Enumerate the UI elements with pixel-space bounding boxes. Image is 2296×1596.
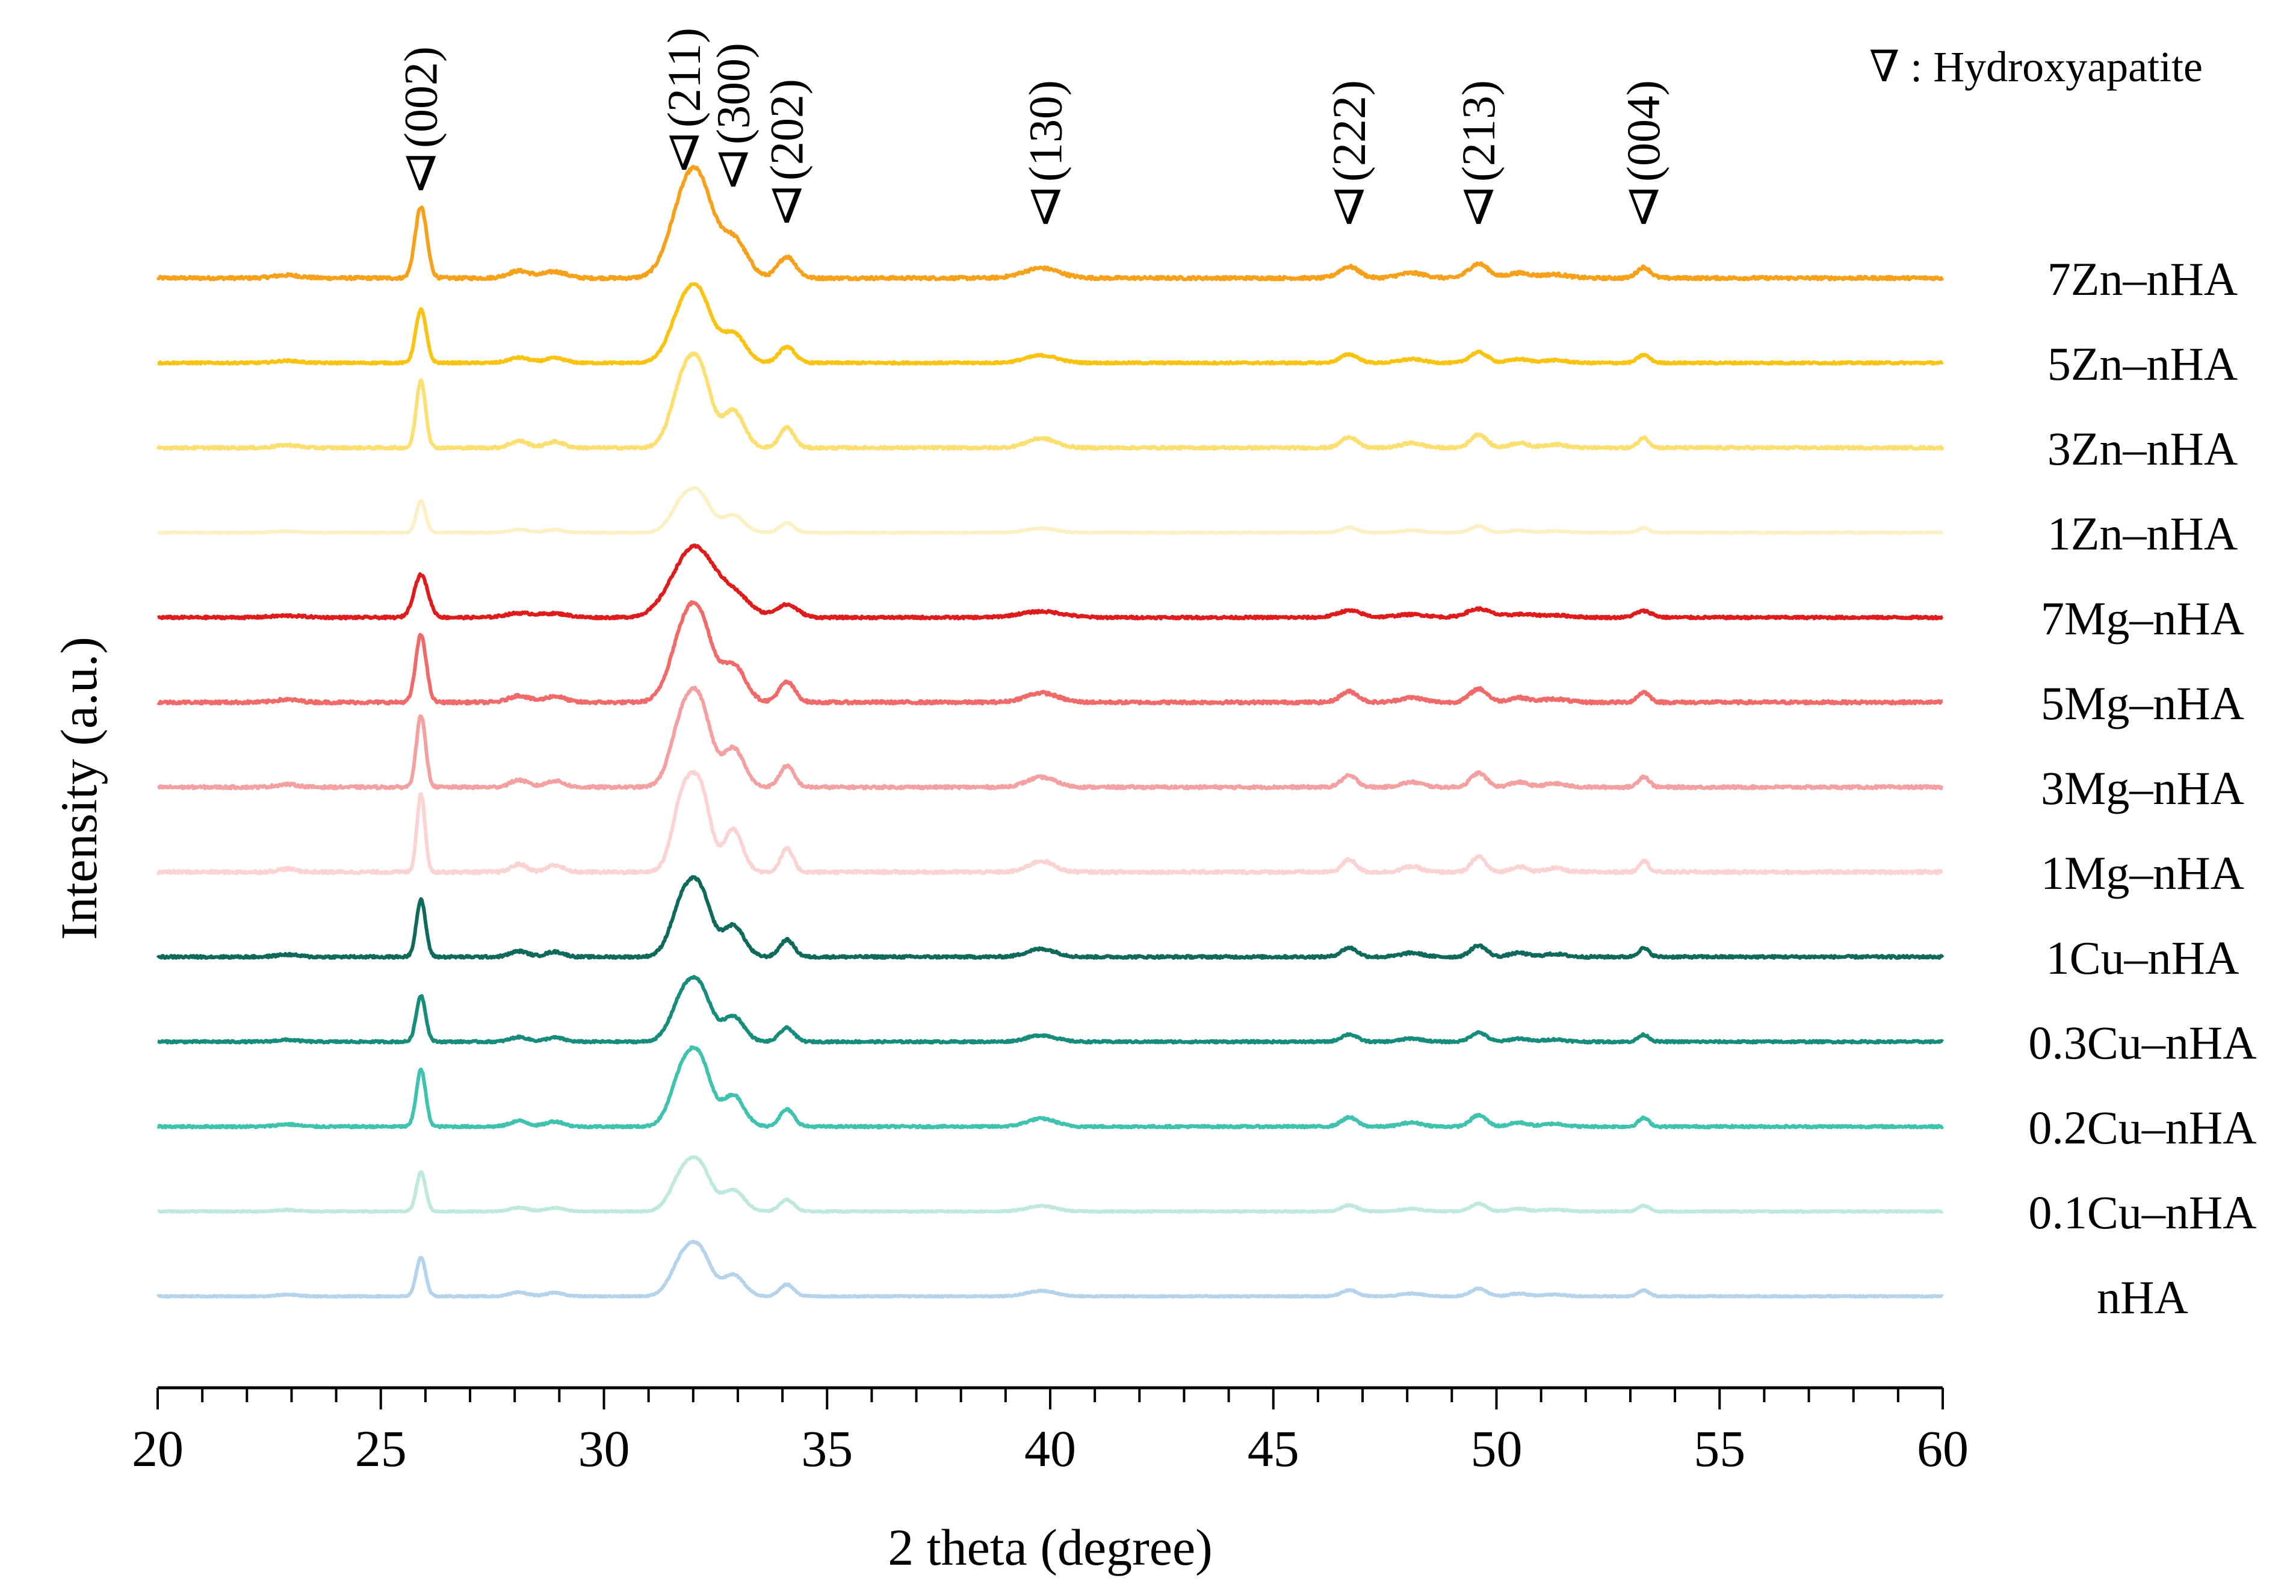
y-axis-title: Intensity (a.u.) [50, 637, 108, 940]
series-line [156, 975, 1945, 1045]
series-line [156, 543, 1944, 620]
series-label: 0.1Cu–nHA [2028, 1186, 2256, 1239]
peak-markers: ∇(002)∇(211)∇(300)∇(202)∇(130)∇(222)∇(21… [395, 28, 1670, 234]
series-label: 3Zn–nHA [2047, 422, 2238, 475]
peak-hkl-label: (004) [1617, 80, 1669, 182]
x-tick-label: 20 [132, 1420, 184, 1477]
series-label: 0.2Cu–nHA [2028, 1101, 2256, 1154]
x-axis: 20 25 30 35 40 45 50 55 60 2 theta (degree) [132, 1386, 1969, 1576]
x-tick-label: 60 [1917, 1420, 1969, 1477]
series-label: 1Mg–nHA [2041, 847, 2244, 899]
series-label: 7Mg–nHA [2041, 592, 2244, 645]
peak-hkl-label: (300) [707, 43, 760, 144]
legend-note: ∇ : Hydroxyapatite [1869, 43, 2203, 91]
x-tick-label: 25 [355, 1420, 407, 1477]
x-axis-title: 2 theta (degree) [888, 1518, 1213, 1576]
series-line [156, 1045, 1945, 1130]
series-labels: 7Zn–nHA 5Zn–nHA 3Zn–nHA 1Zn–nHA 7Mg–nHA 5Mg–n… [2028, 253, 2256, 1323]
peak-hkl-label: (213) [1452, 80, 1505, 182]
peak-hkl-label: (202) [761, 79, 813, 181]
peak-marker: ∇ [1029, 182, 1062, 234]
peak-marker: ∇ [404, 148, 437, 200]
peak-marker: ∇ [668, 128, 701, 180]
series-line [156, 351, 1945, 451]
series-label: nHA [2097, 1271, 2188, 1323]
series-line [156, 164, 1945, 282]
peak-hkl-label: (002) [395, 46, 447, 148]
series-label: 0.3Cu–nHA [2028, 1016, 2256, 1069]
series-line [156, 486, 1944, 535]
peak-marker: ∇ [770, 181, 803, 233]
peak-hkl-label: (130) [1020, 80, 1072, 182]
peak-marker: ∇ [1462, 182, 1495, 234]
series-line [156, 282, 1944, 366]
series-line [156, 1240, 1944, 1299]
series-label: 1Zn–nHA [2047, 507, 2238, 560]
series-label: 7Zn–nHA [2047, 253, 2238, 305]
series-line [156, 770, 1944, 876]
x-tick-label: 35 [801, 1420, 853, 1477]
x-tick-label: 30 [578, 1420, 630, 1477]
x-tick-label: 45 [1248, 1420, 1299, 1477]
series-line [156, 875, 1945, 960]
series-line [156, 600, 1944, 706]
x-tick-label: 50 [1471, 1420, 1523, 1477]
x-ticks: 20 25 30 35 40 45 50 55 60 [132, 1388, 1969, 1477]
x-tick-label: 40 [1024, 1420, 1076, 1477]
peak-marker: ∇ [1627, 182, 1660, 234]
series-label: 5Zn–nHA [2047, 338, 2238, 390]
series-label: 3Mg–nHA [2041, 762, 2244, 814]
x-tick-label: 55 [1694, 1420, 1745, 1477]
peak-hkl-label: (211) [658, 28, 710, 128]
peak-marker: ∇ [717, 144, 749, 197]
series-line [156, 1155, 1944, 1214]
series-line [156, 685, 1944, 791]
peak-hkl-label: (222) [1323, 80, 1375, 182]
series-label: 1Cu–nHA [2046, 932, 2239, 984]
series-label: 5Mg–nHA [2041, 677, 2244, 729]
series-lines [156, 164, 1945, 1299]
peak-marker: ∇ [1333, 182, 1366, 234]
